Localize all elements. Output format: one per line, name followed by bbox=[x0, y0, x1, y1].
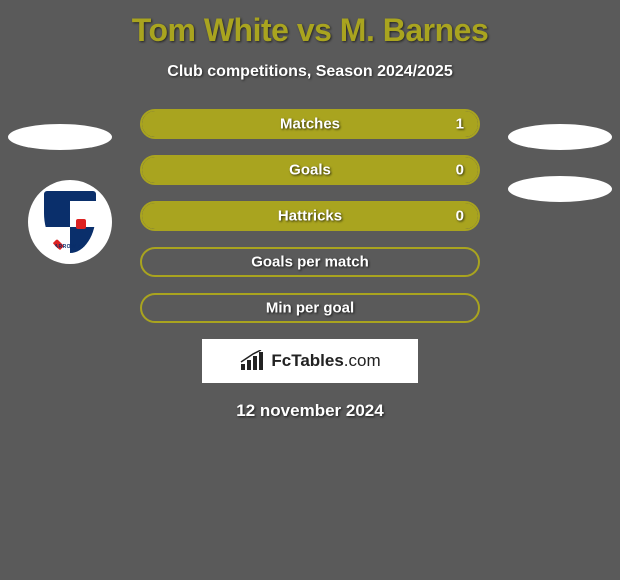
stat-bar-row: Goals per match bbox=[140, 247, 480, 277]
player-shadow-ellipse bbox=[508, 176, 612, 202]
stat-bars: Matches 1 Goals 0 Hattricks 0 Goals per match M… bbox=[140, 109, 480, 323]
stat-bar-value: 1 bbox=[456, 116, 464, 133]
bar-chart-icon bbox=[239, 350, 265, 372]
player-shadow-ellipse bbox=[508, 124, 612, 150]
fctables-logo: FcTables.com bbox=[202, 339, 418, 383]
footer-date: 12 november 2024 bbox=[0, 401, 620, 421]
fctables-logo-text: FcTables.com bbox=[271, 351, 380, 371]
stat-bar-row: Goals 0 bbox=[140, 155, 480, 185]
stat-bar-row: Matches 1 bbox=[140, 109, 480, 139]
stat-bar-value: 0 bbox=[456, 162, 464, 179]
club-badge: BARROW AFC bbox=[28, 180, 112, 264]
page-title: Tom White vs M. Barnes bbox=[0, 0, 620, 49]
stat-bar-label: Goals bbox=[289, 162, 331, 179]
stat-bar-label: Matches bbox=[280, 116, 340, 133]
player-shadow-ellipse bbox=[8, 124, 112, 150]
stat-bar-label: Hattricks bbox=[278, 208, 342, 225]
stat-bar-label: Goals per match bbox=[251, 254, 369, 271]
stat-bar-value: 0 bbox=[456, 208, 464, 225]
club-shield-icon: BARROW AFC bbox=[44, 191, 96, 253]
stat-bar-label: Min per goal bbox=[266, 300, 354, 317]
stat-bar-row: Min per goal bbox=[140, 293, 480, 323]
page-subtitle: Club competitions, Season 2024/2025 bbox=[0, 63, 620, 81]
stat-bar-row: Hattricks 0 bbox=[140, 201, 480, 231]
club-badge-text: BARROW AFC bbox=[44, 244, 96, 250]
